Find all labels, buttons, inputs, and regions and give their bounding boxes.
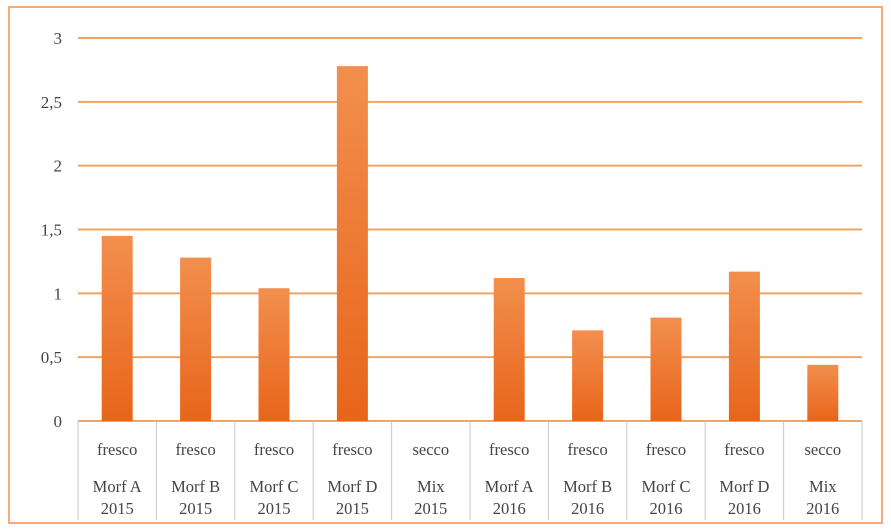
category-label: Morf C bbox=[249, 477, 298, 496]
bar bbox=[650, 317, 682, 421]
category-label: fresco bbox=[175, 440, 215, 459]
category-label: 2015 bbox=[336, 499, 369, 518]
category-label: 2016 bbox=[806, 499, 839, 518]
category-label: fresco bbox=[97, 440, 137, 459]
category-label: 2016 bbox=[571, 499, 604, 518]
category-label: Morf C bbox=[641, 477, 690, 496]
category-label: fresco bbox=[489, 440, 529, 459]
category-label: Morf B bbox=[171, 477, 220, 496]
category-label: Morf B bbox=[563, 477, 612, 496]
y-tick-label: 2,5 bbox=[41, 93, 62, 112]
category-label: Mix bbox=[417, 477, 445, 496]
category-label: secco bbox=[804, 440, 841, 459]
bar bbox=[258, 288, 290, 421]
y-tick-label: 0,5 bbox=[41, 348, 62, 367]
chart-frame: 0 0,5 1 1,5 2 2,5 3 fresco Morf A 2015 fresco Morf… bbox=[8, 6, 883, 524]
x-axis-categories: fresco Morf A 2015 fresco Morf B 2015 fresco Mo… bbox=[77, 421, 863, 520]
y-tick-label: 3 bbox=[54, 29, 63, 48]
bar bbox=[572, 330, 604, 421]
category-label: 2015 bbox=[414, 499, 447, 518]
category-label: fresco bbox=[332, 440, 372, 459]
bar bbox=[336, 66, 368, 421]
y-tick-label: 1 bbox=[54, 284, 63, 303]
category-label: Morf A bbox=[485, 477, 534, 496]
bar bbox=[728, 271, 760, 421]
category-label: 2015 bbox=[179, 499, 212, 518]
category-label: Mix bbox=[809, 477, 837, 496]
y-tick-label: 0 bbox=[54, 412, 63, 431]
category-label: 2016 bbox=[493, 499, 526, 518]
bar bbox=[180, 257, 212, 421]
bars bbox=[101, 66, 839, 421]
category-label: Morf D bbox=[327, 477, 377, 496]
y-tick-label: 2 bbox=[54, 157, 63, 176]
category-label: fresco bbox=[567, 440, 607, 459]
category-label: 2016 bbox=[650, 499, 683, 518]
category-label: secco bbox=[412, 440, 449, 459]
bar bbox=[493, 278, 525, 421]
category-label: Morf D bbox=[719, 477, 769, 496]
category-label: fresco bbox=[724, 440, 764, 459]
category-label: Morf A bbox=[93, 477, 142, 496]
bar bbox=[807, 364, 839, 421]
bar-chart: 0 0,5 1 1,5 2 2,5 3 fresco Morf A 2015 fresco Morf… bbox=[41, 29, 863, 520]
category-label: 2016 bbox=[728, 499, 761, 518]
y-axis-ticks: 0 0,5 1 1,5 2 2,5 3 bbox=[41, 29, 62, 431]
category-label: 2015 bbox=[258, 499, 291, 518]
category-label: fresco bbox=[254, 440, 294, 459]
bar bbox=[101, 235, 133, 421]
category-label: fresco bbox=[646, 440, 686, 459]
y-tick-label: 1,5 bbox=[41, 221, 62, 240]
category-label: 2015 bbox=[101, 499, 134, 518]
